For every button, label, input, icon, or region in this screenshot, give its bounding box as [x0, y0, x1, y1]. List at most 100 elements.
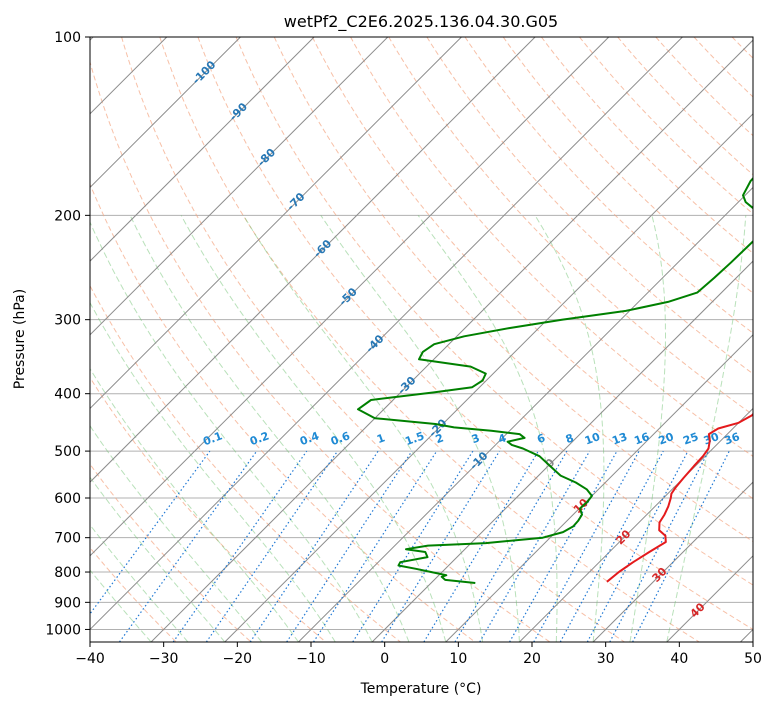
y-tick-label: 800: [54, 565, 81, 581]
x-tick-label: −30: [149, 651, 179, 667]
mixing-ratio-label: 0.1: [201, 429, 224, 448]
mixing-ratio-line: [381, 450, 500, 642]
dry-adiabat-line: [90, 60, 551, 642]
dry-adiabat-line: [770, 37, 775, 642]
isotherm-line: [90, 37, 315, 262]
isotherm-line: [445, 334, 753, 642]
moist-adiabat-line: [90, 476, 226, 642]
y-tick-label: 200: [54, 208, 81, 224]
isotherm-line: [224, 113, 753, 642]
temperature-line: [606, 412, 753, 583]
y-tick-label: 500: [54, 444, 81, 460]
dry-adiabat-line: [90, 183, 476, 642]
chart-title: wetPf2_C2E6.2025.136.04.30.G05: [284, 12, 558, 32]
mixing-ratio-label: 1.5: [403, 429, 426, 448]
sounding-profiles: [357, 176, 753, 584]
dry-adiabat-line: [502, 37, 753, 294]
x-tick-label: 10: [449, 651, 467, 667]
x-axis-label: Temperature (°C): [360, 681, 482, 697]
moist-adiabat-line: [534, 215, 605, 642]
mixing-ratio-label: 13: [610, 430, 629, 447]
moist-adiabat-line: [90, 569, 152, 642]
dry-adiabat-line: [121, 37, 625, 642]
moist-adiabat-line: [90, 524, 189, 642]
mixing-ratio-label: 36: [723, 430, 742, 448]
isotherm-line: [298, 186, 753, 642]
dry-adiabat-line: [388, 37, 753, 416]
x-tick-label: 20: [523, 651, 541, 667]
mixing-ratio-line: [352, 450, 474, 642]
isotherm-line: [90, 37, 610, 557]
isotherm-line: [592, 481, 753, 642]
x-tick-label: 50: [744, 651, 762, 667]
mixing-ratio-label: 0.2: [248, 429, 271, 448]
dry-adiabat-line: [90, 463, 252, 642]
mixing-ratio-label: 8: [564, 431, 576, 446]
dry-adiabat-line: [235, 37, 753, 586]
dry-adiabat-line: [426, 37, 753, 375]
mixing-ratio-line: [479, 450, 591, 642]
background-lines: [90, 37, 775, 642]
mixing-ratio-labels: 0.1 0.2 0.4 0.6 1 1.5 2 3 4 6 8 10 13 16 20 25 30 36: [201, 429, 741, 448]
moist-adiabat-line: [180, 215, 447, 642]
mixing-ratio-label: 1: [375, 431, 387, 446]
mixing-ratio-label: 0.6: [329, 429, 352, 448]
mixing-ratio-line: [205, 450, 339, 642]
dry-adiabat-line: [159, 37, 700, 642]
x-tick-label: 40: [670, 651, 688, 667]
mixing-ratio-label: 20: [657, 430, 676, 448]
dry-adiabat-line: [541, 37, 753, 254]
mixing-ratio-label: 2: [434, 431, 446, 446]
y-tick-label: 300: [54, 313, 81, 329]
moist-adiabat-line: [629, 215, 666, 642]
x-tick-label: −40: [75, 651, 105, 667]
mixing-ratio-line: [559, 450, 664, 642]
x-tick-label: −10: [296, 651, 326, 667]
isotherm-line: [90, 37, 462, 410]
mixing-ratio-line: [509, 450, 618, 642]
x-axis: −40 −30 −20 −10 0 10 20 30 40 50: [75, 642, 762, 667]
moist-adiabat-line: [242, 215, 484, 642]
mixing-ratio-label: 30: [702, 430, 721, 448]
x-tick-label: 0: [380, 651, 389, 667]
isotherm-line: [90, 37, 389, 336]
y-tick-label: 100: [54, 30, 81, 46]
dry-adiabat-line: [311, 37, 753, 500]
isotherm-line: [90, 37, 536, 483]
y-tick-label: 1000: [45, 622, 81, 638]
mixing-ratio-label: 0.4: [298, 429, 321, 448]
dewpoint-line: [357, 176, 753, 584]
mixing-ratio-label: 4: [496, 431, 508, 446]
mixing-ratio-label: 3: [470, 431, 482, 446]
moist-adiabat-line: [666, 215, 747, 642]
y-tick-label: 400: [54, 387, 81, 403]
mixing-ratio-label: 16: [632, 430, 651, 448]
mixing-ratio-line: [172, 450, 308, 642]
y-tick-label: 600: [54, 491, 81, 507]
dry-adiabat-line: [197, 37, 753, 631]
moist-adiabat-line: [129, 215, 410, 642]
isotherm-line: [90, 37, 241, 189]
y-tick-label: 900: [54, 595, 81, 611]
mixing-ratio-line: [313, 450, 438, 642]
mixing-ratio-label: 25: [681, 430, 700, 447]
mixing-ratio-line: [423, 450, 539, 642]
isotherm-line: [371, 260, 753, 642]
y-tick-label: 700: [54, 531, 81, 547]
mixing-ratio-line: [533, 450, 640, 642]
mixing-ratio-label: 10: [583, 430, 602, 448]
moist-adiabat-line: [90, 367, 299, 642]
isotherm-line: [90, 37, 683, 631]
isotherm-line: [519, 407, 753, 642]
x-tick-label: −20: [223, 651, 253, 667]
mixing-ratio-label: 6: [535, 431, 547, 446]
y-axis: 100 200 300 400 500 600 700 800 900 1000: [45, 30, 90, 638]
plot-frame: [89, 36, 754, 643]
dry-adiabat-line: [617, 37, 753, 176]
mixing-ratio-line: [454, 450, 568, 642]
moist-adiabat-line: [90, 301, 336, 642]
dry-adiabat-line: [90, 284, 401, 642]
y-axis-label: Pressure (hPa): [12, 289, 28, 389]
x-tick-label: 30: [597, 651, 615, 667]
